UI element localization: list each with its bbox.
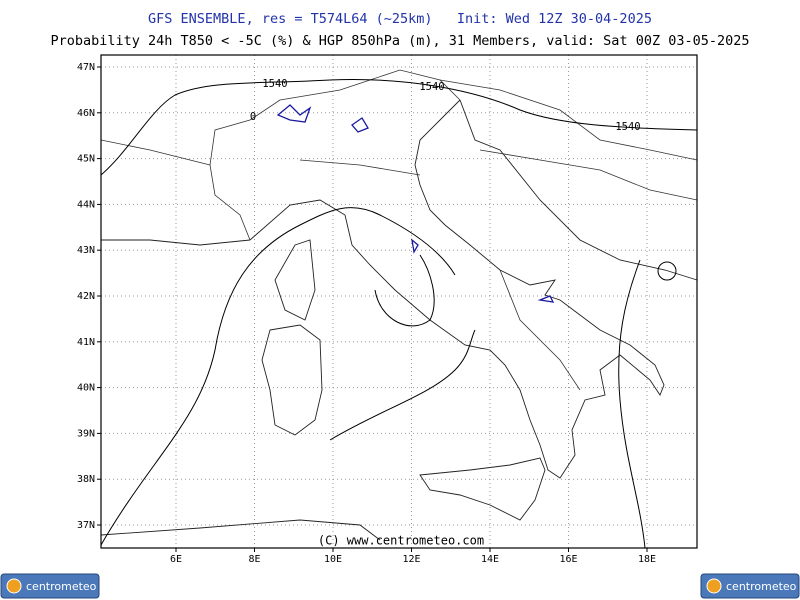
logo-right: centrometeo	[700, 573, 800, 599]
contour-label: 1540	[262, 78, 287, 90]
borders	[100, 69, 698, 391]
lat-label: 44N	[77, 199, 95, 210]
lat-label: 45N	[77, 154, 95, 165]
probability-contours	[276, 104, 555, 303]
logo-text: centrometeo	[726, 580, 797, 593]
coastlines	[100, 99, 698, 541]
map-frame	[100, 54, 698, 549]
lat-label: 46N	[77, 108, 95, 119]
lat-label: 39N	[77, 428, 95, 439]
lon-label: 16E	[559, 554, 577, 565]
lon-label: 18E	[638, 554, 656, 565]
lat-label: 37N	[77, 520, 95, 531]
contour-label: 1540	[419, 81, 444, 93]
logo-left: centrometeo	[0, 573, 100, 599]
copyright: (C) www.centrometeo.com	[318, 534, 484, 548]
lat-label: 43N	[77, 245, 95, 256]
title-line: GFS ENSEMBLE, res = T574L64 (~25km) Init…	[148, 11, 652, 27]
lon-label: 8E	[248, 554, 260, 565]
lat-label: 47N	[77, 62, 95, 73]
lat-label: 40N	[77, 383, 95, 394]
lat-label: 41N	[77, 337, 95, 348]
lon-label: 14E	[481, 554, 499, 565]
subtitle-line: Probability 24h T850 < -5C (%) & HGP 850…	[51, 33, 750, 49]
lon-label: 6E	[170, 554, 182, 565]
logo-icon	[6, 578, 22, 594]
logo-icon	[706, 578, 722, 594]
logo-box	[0, 573, 100, 599]
contour-label: 1540	[615, 121, 640, 133]
graticule	[101, 55, 697, 548]
contour-label: 0	[250, 111, 256, 123]
logo-text: centrometeo	[26, 580, 97, 593]
logo-box	[700, 573, 800, 599]
lon-label: 10E	[324, 554, 342, 565]
height-contours	[100, 79, 698, 549]
lat-label: 42N	[77, 291, 95, 302]
axis-labels: 47N 46N 45N 44N 43N 42N 41N 40N 39N 38N 37N 6E 8E 10E…	[77, 62, 656, 565]
lat-label: 38N	[77, 474, 95, 485]
lon-label: 12E	[402, 554, 420, 565]
